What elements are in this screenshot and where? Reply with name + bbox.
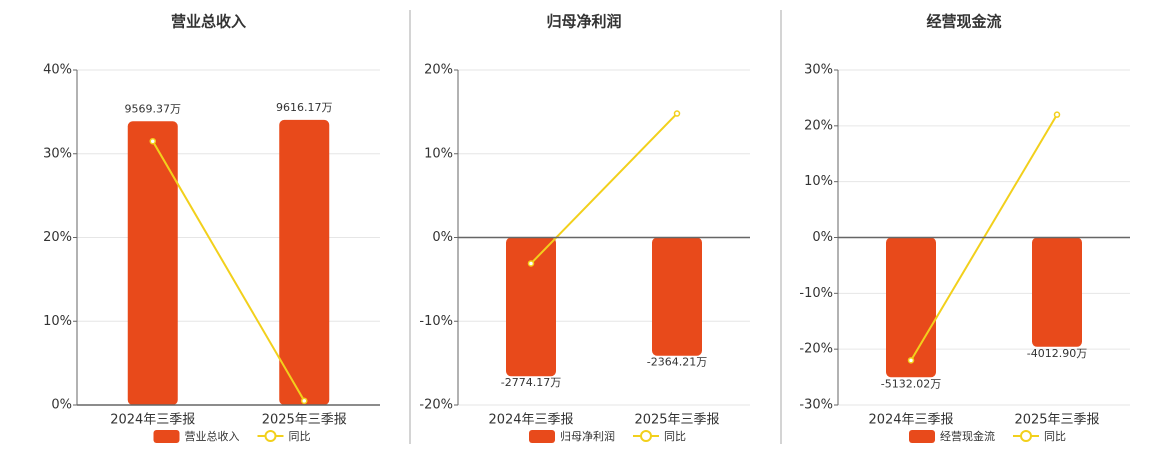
x-tick-label: 2024年三季报 xyxy=(868,413,953,428)
y-tick-label: -10% xyxy=(799,286,833,301)
x-tick-label: 2025年三季报 xyxy=(634,413,719,428)
y-tick-label: 20% xyxy=(424,63,453,78)
bar xyxy=(652,237,702,356)
legend-label: 营业总收入 xyxy=(185,429,240,443)
legend-label: 同比 xyxy=(664,430,686,443)
x-tick-label: 2025年三季报 xyxy=(262,413,347,428)
legend-label: 经营现金流 xyxy=(940,429,995,443)
data-label: -5132.02万 xyxy=(881,377,941,390)
y-tick-label: 30% xyxy=(804,63,833,78)
legend-swatch xyxy=(640,430,652,442)
bar xyxy=(127,121,178,406)
y-tick-label: 0% xyxy=(51,398,72,413)
data-label: -4012.90万 xyxy=(1027,347,1087,360)
data-label: 9569.37万 xyxy=(125,102,182,115)
x-tick-label: 2024年三季报 xyxy=(488,413,573,428)
data-label: -2774.17万 xyxy=(501,376,561,389)
bar xyxy=(886,237,936,378)
legend-label: 同比 xyxy=(1044,430,1066,443)
bar xyxy=(506,237,556,377)
x-tick-label: 2025年三季报 xyxy=(1014,413,1099,428)
point xyxy=(907,357,915,364)
y-tick-label: -20% xyxy=(799,342,833,357)
y-tick-label: 20% xyxy=(43,230,72,245)
point xyxy=(527,260,535,267)
y-tick-label: -30% xyxy=(799,398,833,413)
y-tick-label: 30% xyxy=(43,146,72,161)
y-tick-label: -20% xyxy=(419,398,453,413)
line xyxy=(151,140,306,402)
chart-title: 营业总收入 xyxy=(171,13,246,31)
chart-title: 经营现金流 xyxy=(926,13,1001,31)
y-tick-label: -10% xyxy=(419,314,453,329)
point xyxy=(1053,111,1061,118)
y-tick-label: 40% xyxy=(43,63,72,78)
bar xyxy=(1032,237,1082,347)
legend-swatch xyxy=(153,430,180,443)
y-tick-label: 20% xyxy=(804,118,833,133)
chart-title: 归母净利润 xyxy=(546,13,621,31)
y-tick-label: 0% xyxy=(432,230,453,245)
y-tick-label: 10% xyxy=(804,174,833,189)
data-label: -2364.21万 xyxy=(647,356,707,369)
x-tick-label: 2024年三季报 xyxy=(110,413,195,428)
y-tick-label: 0% xyxy=(812,230,833,245)
point xyxy=(673,110,681,117)
legend-swatch xyxy=(529,430,555,443)
legend-swatch xyxy=(264,430,277,442)
legend-swatch xyxy=(1020,430,1032,442)
bar xyxy=(279,119,330,405)
point xyxy=(149,137,156,145)
y-tick-label: 10% xyxy=(424,146,453,161)
legend-label: 归母净利润 xyxy=(560,429,615,443)
legend-swatch xyxy=(909,430,935,443)
y-tick-label: 10% xyxy=(43,314,72,329)
point xyxy=(301,397,308,405)
line xyxy=(530,112,678,265)
legend-label: 同比 xyxy=(289,430,311,443)
data-label: 9616.17万 xyxy=(276,101,333,114)
